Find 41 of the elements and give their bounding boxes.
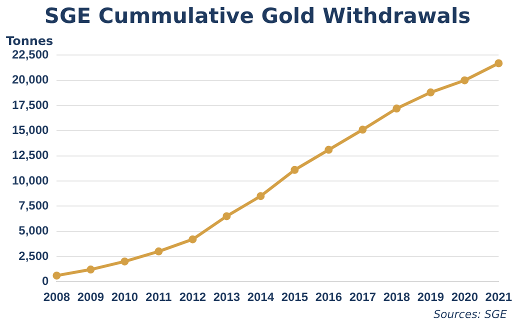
y-axis-title: Tonnes — [6, 34, 54, 48]
x-tick-label: 2016 — [315, 290, 342, 304]
x-tick-label: 2008 — [43, 290, 70, 304]
point — [358, 126, 367, 134]
y-tick-label: 2,500 — [18, 248, 50, 263]
x-tick-label: 2014 — [247, 290, 274, 304]
y-tick-label: 0 — [42, 274, 50, 288]
y-tick-label: 22,500 — [12, 48, 50, 62]
point — [426, 88, 435, 96]
point — [222, 212, 231, 220]
point — [86, 266, 95, 274]
x-tick-label: 2009 — [77, 290, 104, 304]
y-tick-label: 7,500 — [18, 198, 50, 212]
point — [290, 166, 299, 174]
y-tick-label: 10,000 — [12, 173, 50, 188]
x-tick-label: 2018 — [383, 290, 410, 304]
point — [324, 146, 333, 154]
point — [188, 235, 197, 244]
point — [392, 104, 401, 113]
x-tick-label: 2019 — [417, 290, 444, 304]
x-tick-label: 2021 — [485, 290, 512, 304]
y-tick-label: 17,500 — [12, 98, 50, 112]
y-tick-label: 5,000 — [18, 224, 50, 238]
point — [256, 192, 265, 200]
point — [494, 59, 503, 68]
point — [120, 257, 129, 266]
source-note: Sources: SGE — [434, 308, 507, 321]
x-tick-label: 2017 — [349, 290, 376, 304]
x-tick-label: 2011 — [146, 290, 172, 304]
y-tick-label: 15,000 — [12, 122, 50, 137]
x-tick-label: 2012 — [179, 290, 206, 304]
point — [52, 272, 61, 280]
point — [460, 76, 469, 84]
y-tick-label: 12,500 — [12, 148, 50, 162]
point — [154, 247, 163, 256]
chart-title: SGE Cummulative Gold Withdrawals — [43, 4, 472, 28]
x-tick-label: 2015 — [281, 290, 308, 304]
x-tick-label: 2020 — [451, 290, 478, 304]
y-tick-label: 20,000 — [12, 72, 50, 87]
x-tick-label: 2013 — [213, 290, 240, 304]
x-tick-label: 2010 — [111, 290, 138, 304]
